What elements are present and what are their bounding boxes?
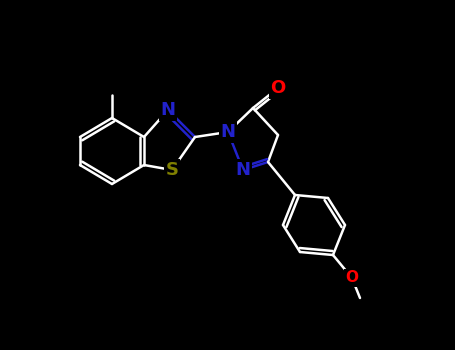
Text: O: O bbox=[345, 271, 359, 286]
Text: N: N bbox=[161, 101, 176, 119]
Text: O: O bbox=[270, 79, 286, 97]
Text: N: N bbox=[221, 123, 236, 141]
Text: N: N bbox=[236, 161, 251, 179]
Text: S: S bbox=[166, 161, 178, 179]
